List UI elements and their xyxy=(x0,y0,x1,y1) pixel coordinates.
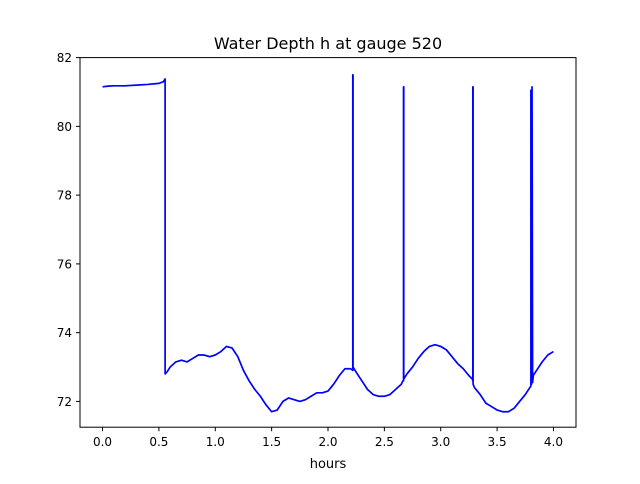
series-line xyxy=(102,73,554,413)
y-tick-label: 76 xyxy=(57,257,72,271)
x-tick-label: 0.5 xyxy=(149,435,168,449)
y-tick-label: 80 xyxy=(57,120,72,134)
y-tick-label: 82 xyxy=(57,51,72,65)
x-tick-label: 4.0 xyxy=(544,435,563,449)
plot-area xyxy=(102,73,554,413)
x-tick-label: 0.0 xyxy=(93,435,112,449)
x-axis-label: hours xyxy=(310,457,347,472)
y-tick-label: 74 xyxy=(57,326,72,340)
y-tick-label: 72 xyxy=(57,395,72,409)
x-tick-label: 2.0 xyxy=(318,435,337,449)
x-axis: 0.0 0.5 1.0 1.5 2.0 2.5 3.0 3.5 4.0 xyxy=(93,427,563,449)
x-tick-label: 1.0 xyxy=(206,435,225,449)
x-tick-label: 3.0 xyxy=(431,435,450,449)
x-tick-label: 1.5 xyxy=(262,435,281,449)
x-tick-label: 3.5 xyxy=(488,435,507,449)
y-axis: 72 74 76 78 80 82 xyxy=(57,51,80,409)
axes-frame xyxy=(79,57,577,428)
x-tick-label: 2.5 xyxy=(375,435,394,449)
y-tick-label: 78 xyxy=(57,189,72,203)
chart-title: Water Depth h at gauge 520 xyxy=(214,34,442,53)
